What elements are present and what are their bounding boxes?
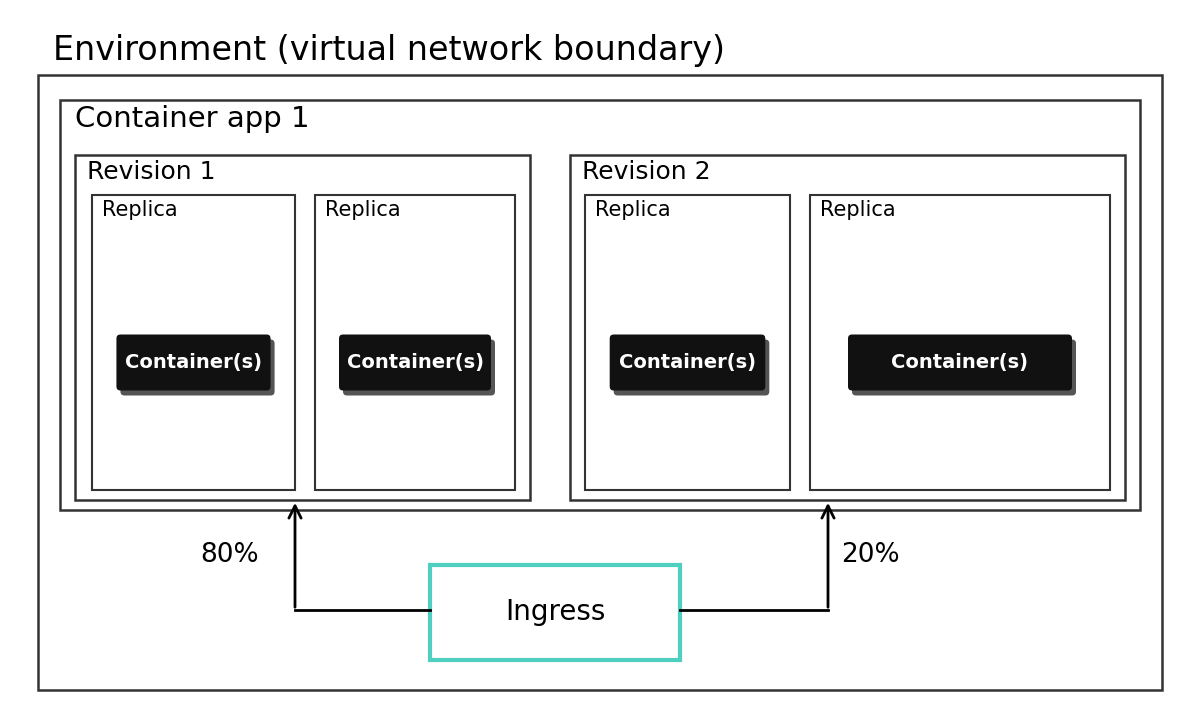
Text: Environment (virtual network boundary): Environment (virtual network boundary) (53, 34, 725, 67)
Text: Container(s): Container(s) (619, 353, 756, 372)
Bar (92, 195, 295, 490)
Text: Container(s): Container(s) (892, 353, 1028, 372)
Text: Replica: Replica (325, 200, 401, 220)
FancyBboxPatch shape (852, 340, 1076, 396)
Bar (810, 195, 1110, 490)
Bar (570, 155, 1126, 500)
Text: Ingress: Ingress (505, 598, 605, 627)
Text: Revision 1: Revision 1 (88, 160, 216, 184)
FancyBboxPatch shape (116, 335, 270, 391)
Text: Replica: Replica (820, 200, 895, 220)
Text: 80%: 80% (200, 542, 259, 568)
FancyBboxPatch shape (613, 340, 769, 396)
Text: Replica: Replica (595, 200, 671, 220)
Text: Container(s): Container(s) (347, 353, 484, 372)
Text: 20%: 20% (841, 542, 899, 568)
Text: Container(s): Container(s) (125, 353, 262, 372)
Bar (38, 75, 1162, 690)
Text: Container app 1: Container app 1 (74, 105, 310, 133)
FancyBboxPatch shape (340, 335, 491, 391)
Bar (74, 155, 530, 500)
Text: Revision 2: Revision 2 (582, 160, 710, 184)
FancyBboxPatch shape (848, 335, 1072, 391)
Bar (430, 565, 680, 660)
Text: Replica: Replica (102, 200, 178, 220)
FancyBboxPatch shape (610, 335, 766, 391)
Bar (60, 100, 1140, 510)
Bar (586, 195, 790, 490)
FancyBboxPatch shape (120, 340, 275, 396)
Bar (314, 195, 515, 490)
FancyBboxPatch shape (343, 340, 496, 396)
